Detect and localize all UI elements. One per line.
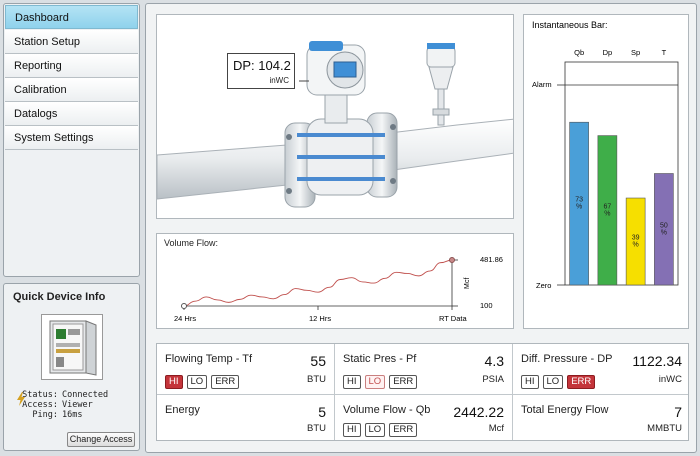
bar-qb <box>569 121 589 286</box>
bar-chart-title: Instantaneous Bar: <box>532 20 608 30</box>
volume-flow-chart: Volume Flow: 24 Hrs 12 Hrs RT Data 481.8… <box>156 233 514 329</box>
pipe-illustration <box>157 41 513 208</box>
reading-flowing-temp: Flowing Temp - Tf 55 BTU HI LO ERR <box>157 344 334 394</box>
status-label: Status: <box>22 390 58 400</box>
total-energy-label: Total Energy Flow <box>521 404 609 416</box>
bar-category-sp: Sp <box>631 48 640 57</box>
meter-illustration: DP: 104.2 inWC <box>156 14 514 219</box>
sidebar-nav: Dashboard Station Setup Reporting Calibr… <box>3 3 140 277</box>
ping-label: Ping: <box>32 410 58 420</box>
flow-y-min-label: 100 <box>480 301 493 310</box>
quick-device-info-title: Quick Device Info <box>13 291 106 303</box>
diff-pressure-hi-flag[interactable]: HI <box>521 375 539 389</box>
nav-item-datalogs[interactable]: Datalogs <box>5 102 138 126</box>
instantaneous-bar-chart: Instantaneous Bar: Qb Dp Sp T Alarm Zero 73… <box>523 14 689 329</box>
static-pres-value: 4.3 <box>484 353 504 369</box>
flow-x-tick-24h: 24 Hrs <box>174 314 196 323</box>
total-energy-unit: MMBTU <box>647 423 682 434</box>
dp-callout: DP: 104.2 inWC <box>227 53 295 89</box>
readings-panel: Flowing Temp - Tf 55 BTU HI LO ERR Stati… <box>156 343 689 441</box>
flowing-temp-err-flag[interactable]: ERR <box>211 375 240 389</box>
dp-unit: inWC <box>269 76 289 85</box>
flow-series-line <box>183 259 453 307</box>
flow-start-point <box>181 303 187 309</box>
static-pres-unit: PSIA <box>482 374 504 385</box>
energy-unit: BTU <box>307 423 326 434</box>
energy-value: 5 <box>318 404 326 420</box>
reading-total-energy: Total Energy Flow 7 MMBTU <box>513 395 690 441</box>
ping-value: 16ms <box>62 410 83 420</box>
quick-device-info-panel: Quick Device Info Status: Connected Acces… <box>3 283 140 451</box>
access-value: Viewer <box>62 400 93 410</box>
volume-flow-label: Volume Flow - Qb <box>343 404 431 416</box>
nav-item-station-setup[interactable]: Station Setup <box>5 30 138 54</box>
bar-sp <box>625 197 646 286</box>
energy-label: Energy <box>165 404 200 416</box>
volume-flow-value: 2442.22 <box>453 404 504 420</box>
change-access-button[interactable]: Change Access <box>67 432 135 447</box>
total-energy-value: 7 <box>674 404 682 420</box>
nav-item-reporting[interactable]: Reporting <box>5 54 138 78</box>
bar-dp <box>597 135 618 286</box>
nav-item-calibration[interactable]: Calibration <box>5 78 138 102</box>
diff-pressure-lo-flag[interactable]: LO <box>542 375 564 389</box>
flow-y-max-label: 481.86 <box>480 255 503 264</box>
reading-static-pres: Static Pres - Pf 4.3 PSIA HI LO ERR <box>335 344 512 394</box>
flowing-temp-lo-flag[interactable]: LO <box>186 375 208 389</box>
device-image <box>41 314 103 380</box>
flowing-temp-flags: HI LO ERR <box>165 375 240 389</box>
bar-label-t: 50% <box>660 222 668 236</box>
flowing-temp-value: 55 <box>310 353 326 369</box>
volume-flow-unit: Mcf <box>488 423 504 434</box>
nav-item-system-settings[interactable]: System Settings <box>5 126 138 150</box>
diff-pressure-unit: inWC <box>658 374 682 385</box>
static-pres-hi-flag[interactable]: HI <box>343 375 361 389</box>
flowing-temp-unit: BTU <box>307 374 326 385</box>
bar-category-t: T <box>662 48 667 57</box>
flowing-temp-hi-flag[interactable]: HI <box>165 375 183 389</box>
bar-t <box>654 173 674 286</box>
dp-value: DP: 104.2 <box>233 58 291 73</box>
flowing-temp-label: Flowing Temp - Tf <box>165 353 253 365</box>
bar-category-dp: Dp <box>603 48 613 57</box>
volume-flow-flags: HI LO ERR <box>343 423 418 437</box>
flow-x-tick-rt: RT Data <box>439 314 467 323</box>
instantaneous-bar-plot: Instantaneous Bar: Qb Dp Sp T Alarm Zero 73… <box>532 20 679 290</box>
reading-volume-flow: Volume Flow - Qb 2442.22 Mcf HI LO ERR <box>335 395 512 441</box>
static-pres-label: Static Pres - Pf <box>343 353 417 365</box>
device-status-block: Status: Connected Access: Viewer Ping: 16ms <box>12 390 108 420</box>
static-pres-err-flag[interactable]: ERR <box>389 375 418 389</box>
bar-category-qb: Qb <box>574 48 584 57</box>
flow-y-axis-label: Mcf <box>464 278 471 289</box>
volume-flow-err-flag[interactable]: ERR <box>389 423 418 437</box>
bar-label-dp: 67% <box>603 203 611 217</box>
access-label: Access: <box>22 400 58 410</box>
volume-flow-lo-flag[interactable]: LO <box>364 423 386 437</box>
flow-latest-point <box>449 257 455 263</box>
diff-pressure-value: 1122.34 <box>632 353 682 369</box>
flow-chart-title: Volume Flow: <box>164 238 218 248</box>
reading-energy: Energy 5 BTU <box>157 395 334 441</box>
bar-label-qb: 73% <box>575 197 583 211</box>
lightning-icon <box>17 392 25 406</box>
volume-flow-plot: Volume Flow: 24 Hrs 12 Hrs RT Data 481.8… <box>164 238 503 323</box>
alarm-label: Alarm <box>532 80 552 89</box>
bar-label-sp: 39% <box>632 235 640 249</box>
zero-label: Zero <box>536 281 551 290</box>
diff-pressure-err-flag[interactable]: ERR <box>567 375 596 389</box>
reading-diff-pressure: Diff. Pressure - DP 1122.34 inWC HI LO E… <box>513 344 690 394</box>
nav-item-dashboard[interactable]: Dashboard <box>5 5 138 29</box>
flow-x-tick-12h: 12 Hrs <box>309 314 331 323</box>
diff-pressure-flags: HI LO ERR <box>521 375 596 389</box>
static-pres-lo-flag[interactable]: LO <box>364 375 386 389</box>
volume-flow-hi-flag[interactable]: HI <box>343 423 361 437</box>
static-pres-flags: HI LO ERR <box>343 375 418 389</box>
dashboard-main: DP: 104.2 inWC Volume Flow: 24 Hrs 12 Hr… <box>145 3 697 453</box>
diff-pressure-label: Diff. Pressure - DP <box>521 353 613 365</box>
status-value: Connected <box>62 390 109 400</box>
